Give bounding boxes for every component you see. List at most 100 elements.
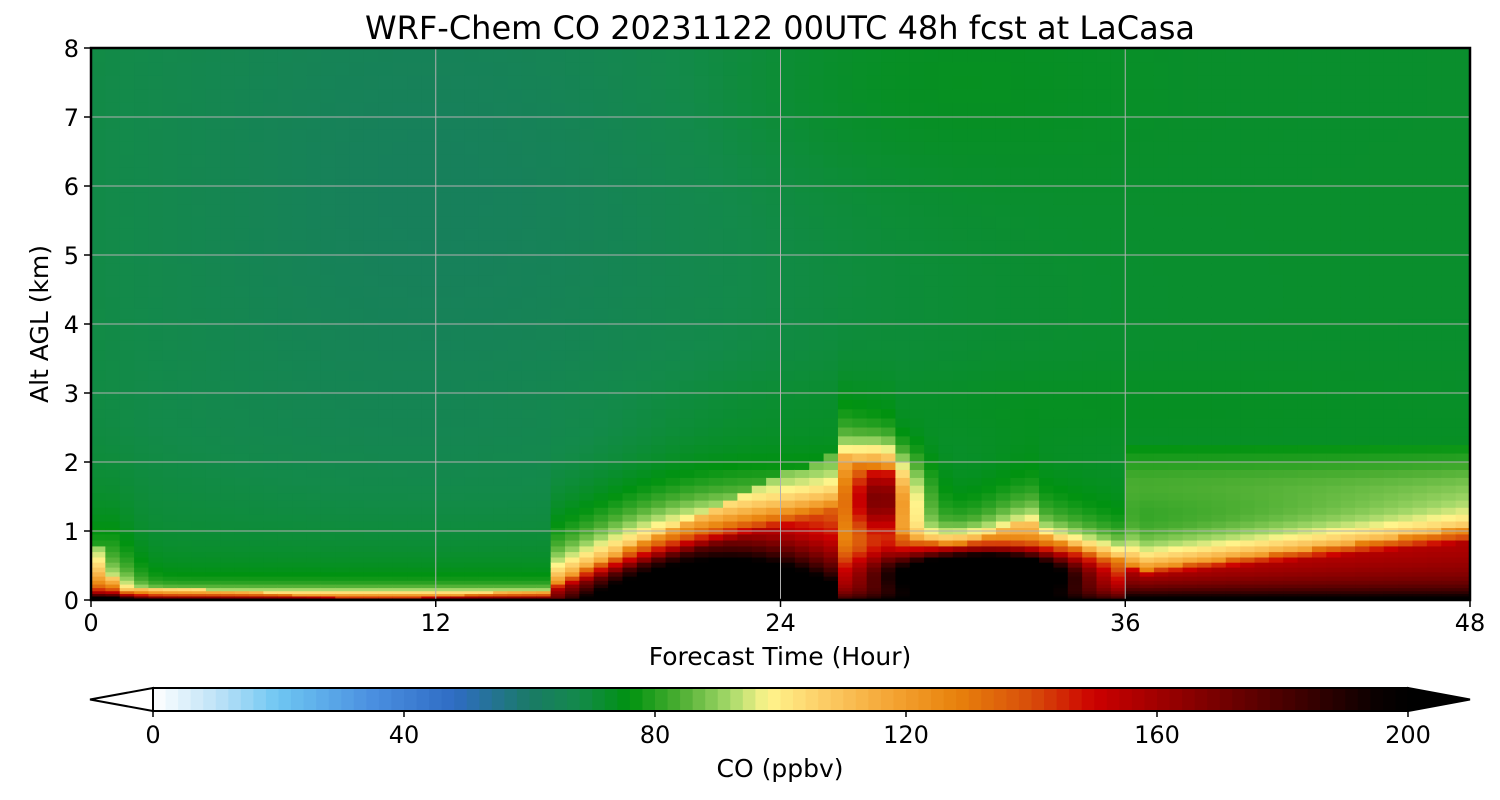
heatmap-cell	[1096, 500, 1112, 508]
heatmap-cell	[995, 461, 1011, 470]
heatmap-cell	[249, 556, 264, 563]
heatmap-cell	[809, 115, 825, 130]
heatmap-cell	[205, 593, 221, 597]
heatmap-cell	[766, 551, 782, 558]
heatmap-cell	[1168, 545, 1184, 553]
heatmap-cell	[536, 426, 552, 437]
heatmap-cell	[938, 115, 954, 130]
heatmap-cell	[1153, 444, 1169, 454]
heatmap-cell	[363, 360, 379, 371]
heatmap-cell	[837, 477, 853, 486]
heatmap-cell	[249, 370, 264, 381]
heatmap-cell	[737, 590, 753, 595]
heatmap-cell	[550, 477, 566, 486]
heatmap-cell	[464, 584, 480, 589]
heatmap-cell	[320, 444, 336, 454]
heatmap-cell	[593, 514, 609, 522]
heatmap-cell	[694, 339, 710, 351]
heatmap-cell	[995, 141, 1011, 155]
heatmap-cell	[1067, 191, 1083, 205]
heatmap-cell	[866, 380, 882, 391]
heatmap-cell	[723, 307, 738, 320]
heatmap-cell	[349, 154, 365, 168]
heatmap-cell	[536, 141, 552, 155]
heatmap-cell	[349, 492, 365, 501]
heatmap-cell	[134, 128, 150, 142]
heatmap-cell	[277, 166, 293, 180]
heatmap-cell	[995, 228, 1011, 241]
heatmap-cell	[450, 571, 466, 577]
heatmap-cell	[952, 370, 968, 381]
heatmap-cell	[507, 567, 523, 573]
heatmap-cell	[1039, 380, 1055, 391]
heatmap-cell	[1139, 590, 1155, 595]
heatmap-cell	[407, 444, 422, 454]
heatmap-cell	[952, 329, 968, 341]
heatmap-cell	[363, 514, 379, 522]
heatmap-cell	[608, 545, 624, 553]
heatmap-cell	[895, 380, 911, 391]
heatmap-cell	[134, 239, 150, 253]
heatmap-cell	[1010, 166, 1026, 180]
heatmap-cell	[737, 141, 753, 155]
heatmap-cell	[550, 102, 566, 116]
heatmap-cell	[622, 141, 638, 155]
heatmap-cell	[665, 533, 681, 541]
heatmap-cell	[622, 567, 638, 573]
heatmap-cell	[1067, 61, 1083, 76]
heatmap-cell	[579, 389, 595, 400]
heatmap-cell	[794, 399, 810, 410]
heatmap-cell	[1110, 370, 1126, 381]
heatmap-cell	[665, 590, 681, 595]
heatmap-cell	[622, 370, 638, 381]
heatmap-cell	[608, 580, 624, 585]
heatmap-cell	[363, 380, 379, 391]
heatmap-cell	[967, 339, 983, 351]
heatmap-cell	[938, 88, 954, 103]
heatmap-cell	[249, 204, 264, 217]
heatmap-cell	[392, 435, 408, 446]
heatmap-cell	[622, 461, 638, 470]
heatmap-cell	[378, 141, 394, 155]
heatmap-cell	[435, 576, 451, 581]
heatmap-cell	[349, 115, 365, 130]
heatmap-cell	[708, 461, 724, 470]
heatmap-cell	[981, 115, 997, 130]
heatmap-cell	[263, 551, 279, 558]
heatmap-cell	[464, 399, 480, 410]
heatmap-cell	[1010, 204, 1026, 217]
heatmap-cell	[565, 141, 580, 155]
heatmap-cell	[823, 584, 839, 589]
heatmap-cell	[809, 408, 825, 419]
heatmap-cell	[881, 228, 897, 241]
heatmap-cell	[1039, 48, 1055, 63]
heatmap-cell	[349, 595, 365, 599]
heatmap-cell	[895, 191, 911, 205]
heatmap-cell	[134, 571, 150, 577]
heatmap-cell	[205, 444, 221, 454]
heatmap-cell	[608, 216, 624, 229]
heatmap-cell	[837, 102, 853, 116]
heatmap-cell	[694, 408, 710, 419]
heatmap-cell	[881, 587, 897, 592]
heatmap-cell	[478, 567, 494, 573]
heatmap-cell	[995, 88, 1011, 103]
heatmap-cell	[967, 461, 983, 470]
heatmap-cell	[421, 408, 437, 419]
heatmap-cell	[234, 115, 250, 130]
heatmap-cell	[895, 141, 911, 155]
heatmap-cell	[622, 285, 638, 298]
heatmap-cell	[378, 191, 394, 205]
heatmap-cell	[263, 228, 279, 241]
heatmap-cell	[1039, 274, 1055, 287]
heatmap-cell	[665, 587, 681, 592]
heatmap-cell	[1153, 75, 1169, 90]
heatmap-cell	[823, 533, 839, 541]
heatmap-cell	[766, 339, 782, 351]
heatmap-cell	[1039, 576, 1055, 581]
heatmap-cell	[751, 571, 767, 577]
heatmap-cell	[421, 48, 437, 63]
heatmap-cell	[306, 507, 322, 515]
heatmap-cell	[938, 485, 954, 494]
